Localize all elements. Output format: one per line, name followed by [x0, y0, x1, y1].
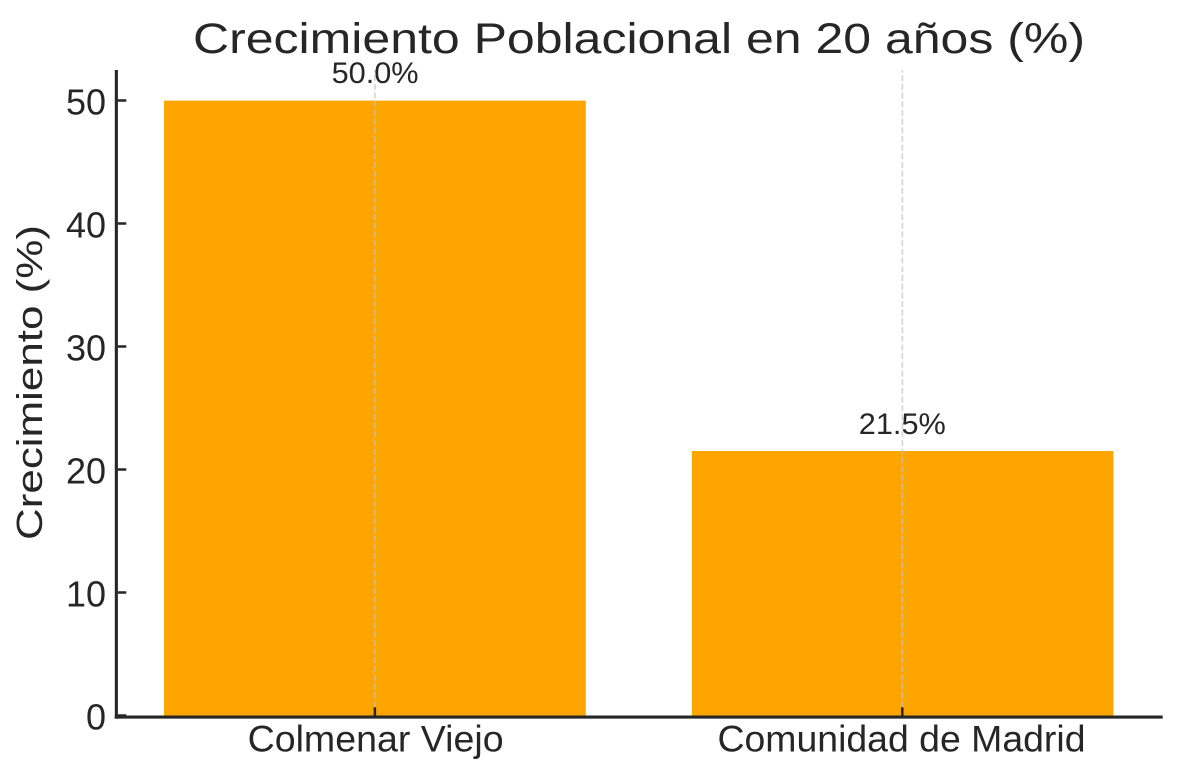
svg-text:Crecimiento (%): Crecimiento (%) — [9, 225, 50, 540]
svg-text:Crecimiento Poblacional en 20: Crecimiento Poblacional en 20 años (%) — [193, 15, 1085, 63]
svg-text:10: 10 — [66, 574, 106, 615]
svg-text:Colmenar Viejo: Colmenar Viejo — [248, 719, 504, 760]
svg-text:0: 0 — [86, 697, 106, 738]
svg-text:50.0%: 50.0% — [332, 57, 419, 90]
svg-text:Comunidad de Madrid: Comunidad de Madrid — [718, 719, 1086, 760]
svg-text:50: 50 — [66, 82, 106, 123]
svg-text:40: 40 — [66, 205, 106, 246]
svg-text:30: 30 — [66, 328, 106, 369]
svg-text:21.5%: 21.5% — [859, 408, 946, 441]
svg-text:20: 20 — [66, 451, 106, 492]
